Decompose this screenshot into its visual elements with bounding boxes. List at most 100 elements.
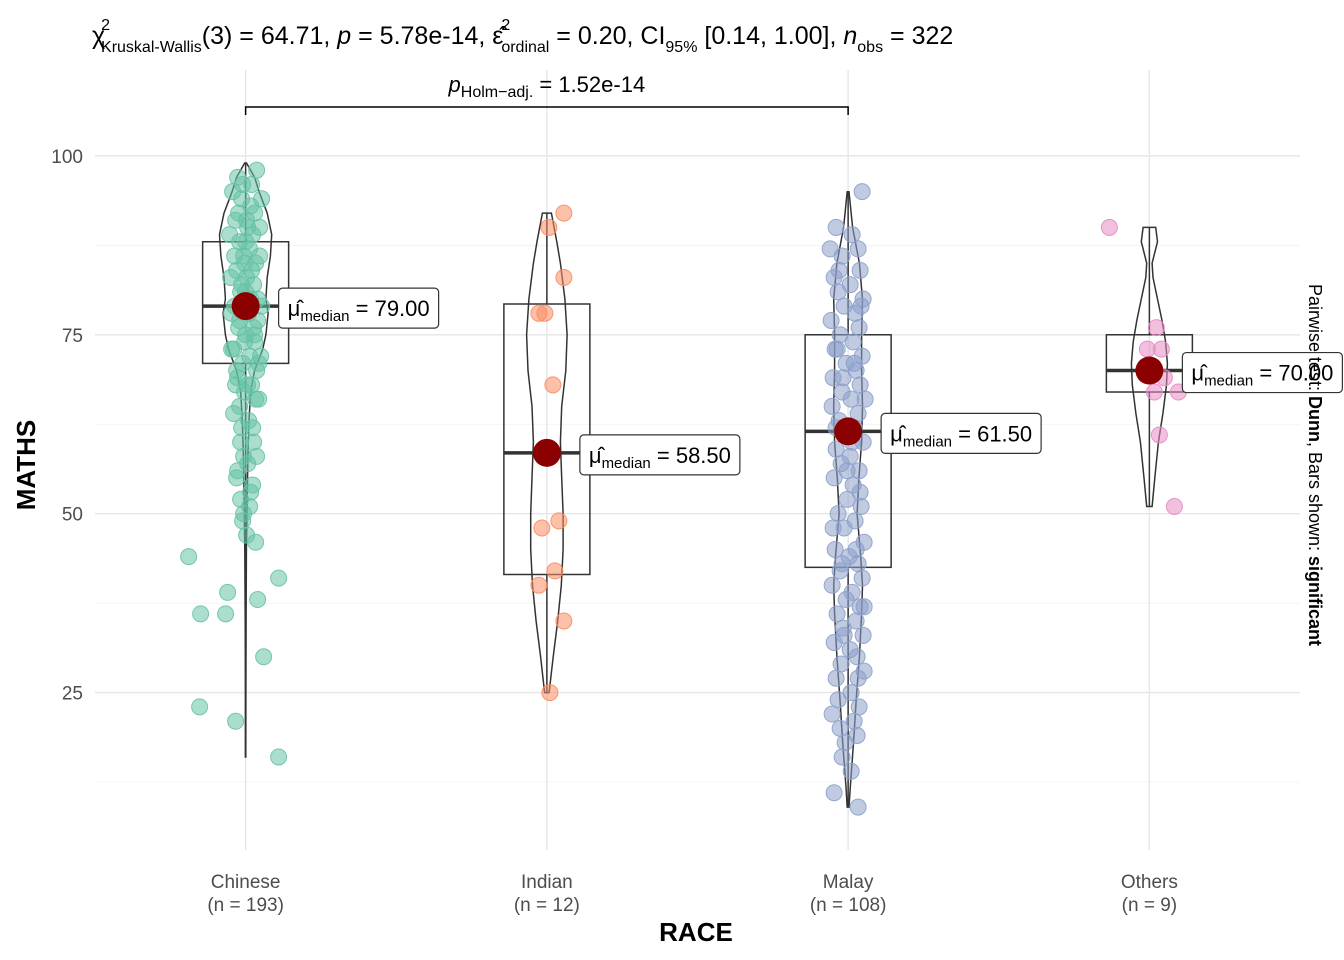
median-sub: median [1204,373,1253,390]
data-point [229,462,247,480]
data-point [555,204,573,222]
data-point [849,798,867,816]
x-tick-label: Others [1121,872,1178,893]
data-point [833,247,851,265]
data-point [232,433,250,451]
data-point [228,362,246,380]
median-label-chinese: μ̂median = 79.00 [278,287,440,329]
data-point [270,748,288,766]
stats-subtitle: χ2 Kruskal-Wallis(3) = 64.71, p = 5.78e-1… [92,17,953,56]
data-point [530,576,548,594]
data-point [843,226,861,244]
pairwise-label: pHolm−adj. = 1.52e-14 [448,72,646,101]
data-point [831,719,849,737]
data-point [270,569,288,587]
data-point [837,591,855,609]
data-point [180,548,198,566]
median-marker [834,417,863,446]
median-marker [532,438,561,467]
median-value: = 58.50 [651,443,731,468]
data-point [541,684,559,702]
median-sub: median [602,455,651,472]
data-point [853,569,871,587]
data-point [834,369,852,387]
data-point [246,326,264,344]
data-point [544,376,562,394]
median-label-box [278,287,440,329]
data-point [850,698,868,716]
n-sub: obs [857,39,883,56]
data-point [851,376,869,394]
data-point [826,540,844,558]
data-point [833,555,851,573]
data-point [828,605,846,623]
data-point [191,698,209,716]
data-point [852,297,870,315]
data-point [853,183,871,201]
median-value: = 79.00 [350,296,430,321]
data-point [855,598,873,616]
data-point [854,626,872,644]
data-point [842,762,860,780]
data-point [238,211,256,229]
data-point [250,390,268,408]
data-point [242,483,260,501]
mu-symbol: μ̂ [890,421,907,446]
data-point [824,519,842,537]
y-tick-label: 100 [51,147,83,168]
data-point [555,269,573,287]
data-point [833,748,851,766]
data-point [847,540,865,558]
median-sub: median [300,308,349,325]
ci-sub: 95% [665,39,697,56]
n-symbol: n [843,22,857,50]
data-point [849,669,867,687]
data-point [849,555,867,573]
data-point [827,218,845,236]
pairwise-p-sub: Holm−adj. [461,84,533,101]
data-point [847,612,865,630]
data-point [838,462,856,480]
chi-sup: 2 [101,17,110,34]
data-point [827,669,845,687]
data-point [829,505,847,523]
data-point [223,340,241,358]
x-tick-label: Indian [521,872,573,893]
caption-test: Dunn [1305,396,1325,442]
data-point [251,218,269,236]
pairwise-caption: Pairwise test: Dunn, Bars shown: signifi… [1305,284,1325,646]
pairwise-p-value: = 1.52e-14 [533,72,645,97]
data-point [248,161,266,179]
median-label-text: μ̂median = 70.00 [1191,361,1333,390]
median-label-box [1181,351,1343,394]
caption-prefix: Pairwise test: [1305,284,1325,396]
median-label-text: μ̂median = 79.00 [288,296,430,325]
median-value: = 70.00 [1253,361,1333,386]
pairwise-comparison: pHolm−adj. = 1.52e-14 [244,72,849,115]
data-point [236,254,254,272]
pairwise-bracket [244,106,849,115]
data-point [822,311,840,329]
data-point [1165,498,1183,516]
data-point [237,233,255,251]
chi-symbol: χ [92,22,105,50]
median-sub: median [903,433,952,450]
ci-value: [0.14, 1.00], [697,22,843,50]
data-point [852,498,870,516]
data-point [222,269,240,287]
median-label-box [880,412,1042,454]
data-point [255,648,273,666]
y-axis-title: MATHS [11,420,41,511]
median-marker [231,292,260,321]
data-point [838,490,856,508]
data-point [823,576,841,594]
y-tick-label: 75 [62,326,83,347]
y-tick-label: 50 [62,505,83,526]
chi-sub: Kruskal-Wallis [101,39,202,56]
x-tick-count: (n = 9) [1122,895,1177,916]
data-point [845,354,863,372]
data-point [851,483,869,501]
data-point [250,354,268,372]
data-point [829,691,847,709]
data-point [835,626,853,644]
